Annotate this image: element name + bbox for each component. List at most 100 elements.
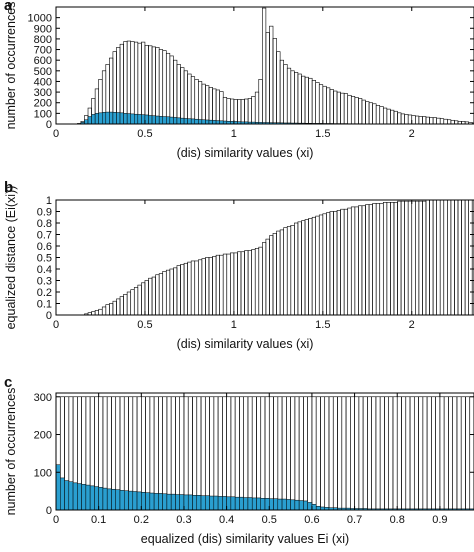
bar	[119, 112, 124, 125]
x-tick-label: 0.5	[262, 514, 277, 526]
bar	[151, 276, 156, 316]
bar	[269, 235, 274, 316]
y-tick-label: 100	[34, 467, 52, 479]
bar	[205, 85, 210, 125]
bar	[286, 67, 292, 125]
bar	[361, 205, 366, 316]
bar	[208, 119, 213, 125]
bar	[354, 97, 359, 125]
bar	[239, 396, 244, 511]
bar	[155, 47, 160, 125]
bar	[198, 259, 203, 316]
bar	[347, 207, 352, 316]
bar	[461, 199, 466, 316]
bar	[226, 253, 231, 316]
bar	[126, 291, 132, 316]
bar	[84, 119, 89, 125]
y-tick-label: 0.5	[37, 253, 52, 265]
bar	[322, 213, 327, 316]
bar	[254, 248, 260, 316]
bar	[294, 499, 300, 511]
y-tick-label: 700	[34, 45, 52, 57]
bar	[443, 199, 448, 316]
bar	[201, 83, 206, 125]
bar	[418, 116, 423, 125]
bar	[130, 289, 135, 316]
y-tick-label: 600	[34, 55, 52, 67]
bar	[393, 202, 398, 316]
bar	[422, 200, 427, 316]
bar	[333, 211, 338, 316]
bar	[137, 114, 142, 125]
bar	[254, 91, 260, 125]
bar	[277, 396, 283, 511]
bar	[219, 254, 224, 316]
bar	[456, 396, 462, 511]
bar	[105, 304, 110, 316]
bar	[243, 396, 249, 511]
bar	[144, 114, 149, 125]
x-axis-label: equalized (dis) similarity values Ei (xi…	[141, 532, 349, 546]
bar	[226, 396, 232, 511]
bar	[77, 483, 82, 511]
bar	[457, 199, 462, 316]
bar	[183, 262, 188, 316]
bar	[447, 199, 452, 316]
bar	[209, 495, 215, 511]
bar	[180, 117, 185, 125]
x-tick-label: 1.5	[315, 319, 330, 331]
bar	[205, 495, 210, 511]
bar	[347, 94, 352, 125]
x-tick-label: 0	[53, 128, 59, 140]
bar	[326, 212, 331, 316]
bar	[311, 80, 317, 125]
bar	[55, 464, 61, 511]
bar	[133, 41, 139, 125]
bar	[264, 396, 270, 511]
bar	[144, 280, 149, 316]
bar	[72, 482, 78, 511]
bar	[439, 396, 445, 511]
bar	[273, 396, 279, 511]
bar	[265, 32, 270, 125]
bar	[136, 491, 142, 511]
bar	[198, 119, 203, 125]
y-tick-label: 0.4	[37, 264, 52, 276]
bar	[308, 218, 313, 316]
bar	[226, 496, 232, 511]
bar	[324, 396, 330, 511]
bar	[422, 116, 427, 125]
bar	[340, 208, 345, 316]
x-tick-label: 0.8	[390, 514, 405, 526]
bar	[134, 113, 139, 125]
bar	[382, 202, 388, 316]
bar	[336, 210, 341, 316]
bar	[109, 111, 114, 125]
bar	[460, 396, 466, 511]
bar	[173, 267, 178, 316]
bar	[187, 261, 192, 316]
bar	[81, 484, 87, 511]
bar	[400, 200, 405, 316]
bar	[111, 488, 116, 511]
bar	[340, 92, 345, 125]
bar	[222, 97, 228, 125]
bar	[429, 117, 434, 125]
bar	[217, 496, 223, 511]
bar	[153, 493, 159, 511]
bar	[196, 495, 202, 511]
bar	[183, 70, 188, 125]
bar	[365, 204, 370, 316]
x-tick-label: 1	[231, 128, 237, 140]
bar	[169, 55, 174, 125]
x-tick-label: 2	[409, 128, 415, 140]
bar	[414, 115, 420, 125]
bar	[237, 99, 242, 125]
bar	[361, 99, 366, 125]
bar	[443, 118, 448, 125]
x-tick-label: 0.5	[137, 319, 152, 331]
bar	[264, 498, 270, 511]
bar	[343, 208, 349, 316]
panel-letter-b: b	[4, 179, 13, 196]
y-tick-label: 200	[34, 430, 52, 442]
